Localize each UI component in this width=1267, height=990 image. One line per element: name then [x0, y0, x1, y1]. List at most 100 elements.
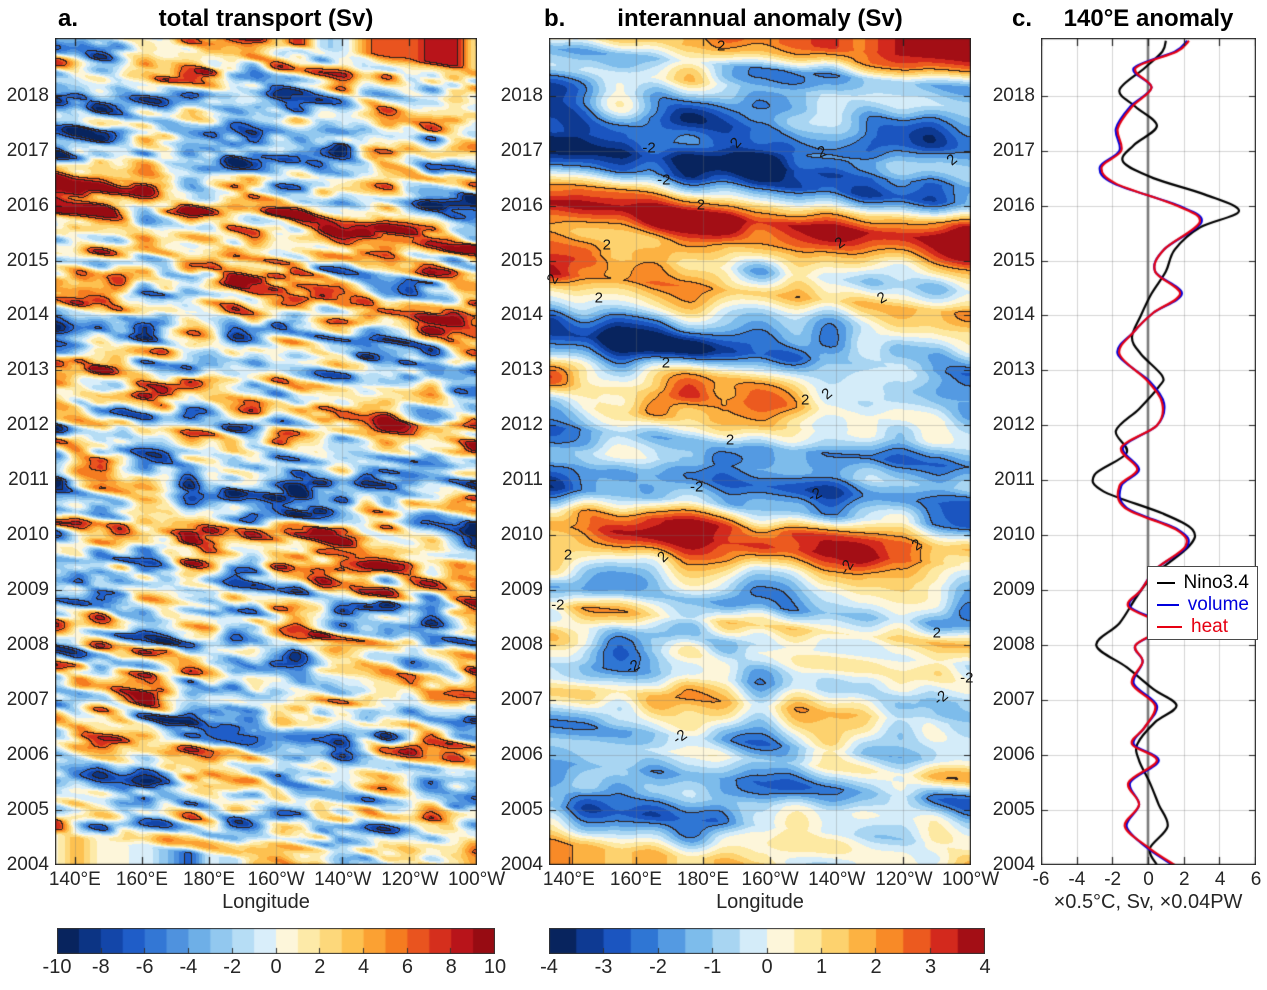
lon-tick-label-b: 160°W [741, 869, 799, 890]
year-tick-label-c: 2011 [994, 469, 1035, 491]
year-tick-label-c: 2013 [992, 359, 1035, 381]
colorbar-a-tick-label: -6 [135, 956, 154, 978]
legend-item-volume: volume [1157, 594, 1249, 616]
year-tick-label-c: 2004 [992, 854, 1035, 875]
legend-label: heat [1191, 616, 1228, 637]
year-tick-label-b: 2007 [500, 689, 543, 711]
year-tick-label-c: 2005 [992, 799, 1035, 821]
year-tick-label-c: 2015 [992, 249, 1035, 271]
colorbar-b-tick-label: 3 [924, 956, 937, 978]
panel-a-heatmap [55, 38, 477, 865]
year-tick-label-b: 2013 [500, 359, 543, 381]
year-tick-label-b: 2004 [500, 854, 543, 875]
year-tick-label-c: 2017 [992, 139, 1035, 161]
panel-c-x-tick-label: -4 [1068, 869, 1086, 890]
lon-tick-label-a: 100°W [447, 869, 506, 890]
panel-c-x-tick-label: 2 [1179, 869, 1190, 890]
lon-tick-label-b: 140°W [808, 869, 866, 890]
lon-tick-label-b: 140°E [542, 869, 595, 890]
panel-a-title: total transport (Sv) [158, 5, 374, 32]
year-tick-label-b: 2006 [500, 744, 543, 766]
year-tick-label-b: 2014 [500, 304, 543, 326]
colorbar-a-tick-label: -8 [91, 956, 110, 978]
colorbar-b-tick-label: 4 [979, 956, 991, 978]
legend-label: volume [1187, 594, 1249, 615]
legend-item-nino3.4: Nino3.4 [1157, 572, 1249, 594]
lon-tick-label-a: 140°W [314, 869, 372, 890]
panel-c-legend: Nino3.4 volume heat [1147, 566, 1258, 640]
year-tick-label-b: 2015 [500, 249, 543, 271]
colorbar-a-tick-label: 0 [270, 956, 282, 978]
panel-c-x-tick-label: -2 [1104, 869, 1122, 890]
panel-c-x-tick-label: -6 [1032, 869, 1050, 890]
legend-label: Nino3.4 [1183, 572, 1250, 593]
colorbar-a-tick-label: 6 [401, 956, 413, 978]
lon-tick-label-b: 100°W [941, 869, 1000, 890]
colorbar-a-tick-label: 8 [445, 956, 457, 978]
lon-tick-label-b: 160°E [609, 869, 662, 890]
year-tick-label-b: 2012 [500, 414, 543, 436]
panel-b-xlabel: Longitude [716, 891, 804, 913]
lon-tick-label-a: 140°E [48, 869, 101, 890]
year-tick-label-a: 2007 [6, 689, 49, 711]
colorbar-a-tick-label: 4 [358, 956, 370, 978]
colorbar-a-tick-label: 2 [314, 956, 326, 978]
colorbar-a-tick-label: -10 [42, 956, 72, 978]
year-tick-label-b: 2005 [500, 799, 543, 821]
legend-item-heat: heat [1157, 616, 1249, 638]
year-tick-label-a: 2017 [6, 139, 49, 161]
year-tick-label-a: 2015 [6, 249, 49, 271]
year-tick-label-a: 2013 [6, 359, 49, 381]
year-tick-label-b: 2016 [500, 194, 543, 216]
panel-c-xlabel: ×0.5°C, Sv, ×0.04PW [1053, 891, 1243, 913]
lon-tick-label-a: 120°W [381, 869, 439, 890]
colorbar-b-tick-label: 2 [870, 956, 882, 978]
panel-a-tag: a. [58, 5, 79, 32]
colorbar-b-tick-label: -2 [649, 956, 667, 978]
year-tick-label-c: 2014 [992, 304, 1035, 326]
year-tick-label-a: 2004 [6, 854, 49, 875]
legend-line-swatch [1157, 604, 1179, 606]
colorbar-a-tick-label: -2 [223, 956, 242, 978]
colorbar-b-tick-label: -4 [540, 956, 558, 978]
colorbar-a-tick-label: -4 [179, 956, 198, 978]
year-tick-label-b: 2010 [500, 524, 543, 546]
lon-tick-label-a: 160°W [247, 869, 305, 890]
year-tick-label-b: 2008 [500, 634, 543, 656]
lon-tick-label-a: 160°E [115, 869, 168, 890]
lon-tick-label-a: 180°E [183, 869, 235, 890]
year-tick-label-c: 2018 [992, 84, 1035, 106]
year-tick-label-b: 2018 [500, 84, 543, 106]
panel-c-title: 140°E anomaly [1063, 5, 1234, 32]
year-tick-label-c: 2008 [992, 634, 1035, 656]
panel-b-tag: b. [544, 5, 566, 32]
panel-a-xlabel: Longitude [222, 891, 310, 913]
panel-c-lineplot [1041, 38, 1256, 865]
legend-line-swatch [1157, 626, 1182, 628]
colorbar-b-tick-label: 1 [815, 956, 828, 978]
panel-c-x-tick-label: 0 [1143, 869, 1154, 890]
colorbar-b-tick-label: -3 [594, 956, 613, 978]
year-tick-label-a: 2018 [6, 84, 49, 106]
legend-line-swatch [1157, 582, 1175, 584]
year-tick-label-b: 2009 [500, 579, 543, 601]
colorbar-a [57, 928, 495, 954]
year-tick-label-a: 2012 [6, 414, 49, 436]
year-tick-label-c: 2012 [992, 414, 1035, 436]
colorbar-b-tick-label: -1 [703, 956, 722, 978]
year-tick-label-a: 2005 [6, 799, 49, 821]
year-tick-label-c: 2009 [992, 579, 1035, 601]
colorbar-b [549, 928, 985, 954]
year-tick-label-b: 2017 [500, 139, 543, 161]
year-tick-label-a: 2014 [6, 304, 49, 326]
panel-c-x-tick-label: 4 [1214, 869, 1226, 890]
year-tick-label-a: 2011 [8, 469, 49, 491]
year-tick-label-a: 2008 [6, 634, 49, 656]
year-tick-label-c: 2010 [992, 524, 1035, 546]
year-tick-label-a: 2006 [6, 744, 49, 766]
year-tick-label-a: 2016 [6, 194, 49, 216]
lon-tick-label-b: 180°E [677, 869, 729, 890]
year-tick-label-a: 2009 [6, 579, 49, 601]
panel-c-x-tick-label: 6 [1250, 869, 1262, 890]
